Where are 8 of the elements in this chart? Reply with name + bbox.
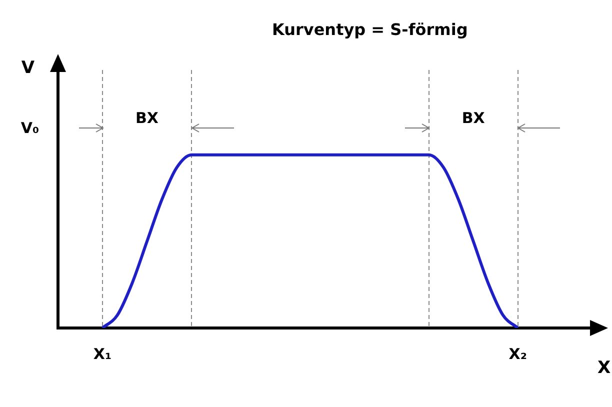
chart-title: Kurventyp = S-förmig [272,20,468,39]
text: V₀ [20,118,40,137]
text: BX [462,108,485,127]
x-axis-title: X [597,358,611,378]
text: X₁ [93,345,112,363]
y-axis-title: V [21,58,35,78]
text: X₂ [508,345,527,363]
text: BX [136,108,158,127]
